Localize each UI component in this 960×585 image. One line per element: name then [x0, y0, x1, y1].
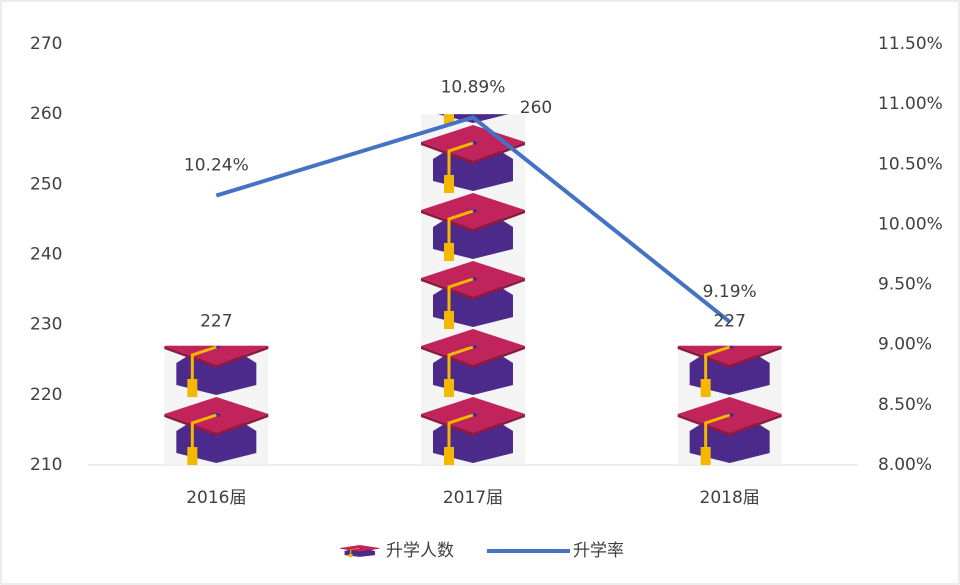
y2-tick-label: 8.00% — [878, 455, 932, 475]
y2-tick-label: 11.50% — [878, 34, 943, 54]
y-tick-label: 240 — [30, 245, 62, 265]
y2-tick-label: 11.00% — [878, 94, 943, 114]
legend-label: 升学人数 — [386, 541, 454, 561]
y-tick-label: 210 — [30, 455, 62, 475]
y2-tick-label: 10.00% — [878, 214, 943, 234]
x-tick-label: 2016届 — [186, 488, 246, 508]
rate-label: 9.19% — [703, 282, 757, 302]
y2-tick-label: 8.50% — [878, 395, 932, 415]
bar-value-label: 227 — [200, 312, 232, 332]
rate-label: 10.24% — [184, 156, 249, 176]
y2-tick-label: 9.50% — [878, 275, 932, 295]
bar — [164, 345, 269, 465]
y-tick-label: 260 — [30, 104, 62, 124]
y2-tick-label: 10.50% — [878, 154, 943, 174]
y-tick-label: 250 — [30, 174, 62, 194]
rate-line — [215, 115, 731, 324]
x-tick-label: 2017届 — [443, 488, 503, 508]
rate-label: 10.89% — [441, 77, 506, 97]
legend-label: 升学率 — [573, 541, 624, 561]
y-tick-label: 230 — [30, 315, 62, 335]
y-tick-label: 270 — [30, 34, 62, 54]
bar-value-label: 260 — [520, 98, 552, 118]
bar-value-label: 227 — [713, 312, 745, 332]
y-tick-label: 220 — [30, 385, 62, 405]
y2-tick-label: 9.00% — [878, 335, 932, 355]
x-tick-label: 2018届 — [700, 488, 760, 508]
bar — [421, 114, 525, 466]
bar — [677, 345, 782, 465]
